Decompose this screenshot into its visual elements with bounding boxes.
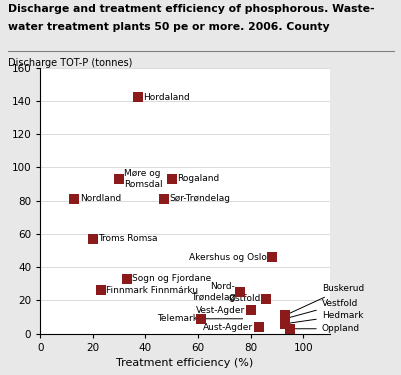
Text: Sogn og Fjordane: Sogn og Fjordane: [132, 274, 211, 284]
Text: Oppland: Oppland: [292, 324, 359, 333]
Point: [89, 236, 96, 242]
Text: water treatment plants 50 pe or more. 2006. County: water treatment plants 50 pe or more. 20…: [8, 22, 329, 33]
Text: Hordaland: Hordaland: [142, 93, 189, 102]
Point: [236, 289, 243, 295]
Text: Østfold: Østfold: [228, 294, 261, 303]
Text: Finnmark Finnmárku: Finnmark Finnmárku: [106, 286, 198, 295]
Point: [115, 176, 122, 182]
Text: Vest-Agder: Vest-Agder: [196, 306, 245, 315]
Text: Buskerud: Buskerud: [287, 284, 363, 314]
Text: Nord-
Trøndelag: Nord- Trøndelag: [190, 282, 234, 302]
X-axis label: Treatment efficiency (%): Treatment efficiency (%): [116, 358, 253, 368]
Text: Nordland: Nordland: [79, 195, 121, 204]
Point: [281, 321, 288, 327]
Point: [197, 316, 203, 322]
Text: Sør-Trøndelag: Sør-Trøndelag: [169, 195, 229, 204]
Point: [160, 196, 167, 202]
Text: Møre og
Romsdal: Møre og Romsdal: [124, 169, 163, 189]
Point: [286, 326, 293, 332]
Text: Troms Romsa: Troms Romsa: [98, 234, 157, 243]
Point: [268, 254, 274, 260]
Text: Telemark: Telemark: [157, 314, 242, 323]
Text: Discharge TOT-P (tonnes): Discharge TOT-P (tonnes): [8, 58, 132, 68]
Text: Akershus og Oslo: Akershus og Oslo: [188, 253, 266, 262]
Point: [124, 276, 130, 282]
Point: [168, 176, 174, 182]
Text: Vestfold: Vestfold: [287, 299, 357, 318]
Text: Aust-Agder: Aust-Agder: [203, 322, 253, 332]
Point: [281, 312, 288, 318]
Text: Hedmark: Hedmark: [287, 311, 362, 323]
Text: Rogaland: Rogaland: [176, 174, 219, 183]
Point: [263, 296, 269, 302]
Point: [281, 316, 288, 322]
Point: [247, 308, 253, 314]
Point: [255, 324, 261, 330]
Point: [71, 196, 77, 202]
Point: [134, 94, 140, 100]
Text: Discharge and treatment efficiency of phosphorous. Waste-: Discharge and treatment efficiency of ph…: [8, 4, 374, 14]
Point: [97, 288, 104, 294]
